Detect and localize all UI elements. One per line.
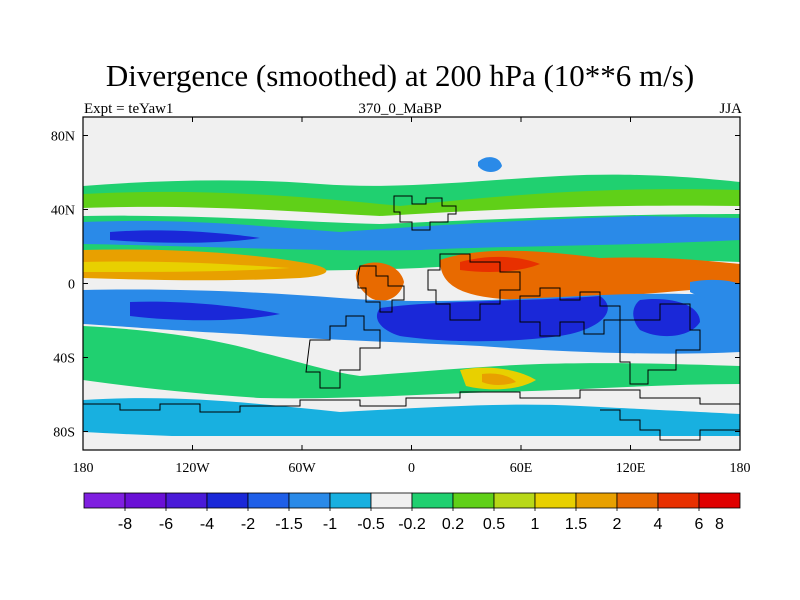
y-tick-label: 80N — [51, 130, 75, 145]
equatorial-yellow-band — [83, 261, 290, 272]
colorbar-swatch — [206, 492, 249, 509]
north-blue-band — [83, 216, 740, 251]
colorbar-swatch — [124, 492, 167, 509]
colorbar-swatch — [452, 492, 495, 509]
north-white-gap — [83, 205, 740, 224]
x-tick-label: 180 — [730, 461, 751, 476]
x-tick-label: 60E — [510, 461, 533, 476]
colorbar-label: -8 — [118, 516, 132, 533]
north-lightgreen-band — [83, 189, 740, 222]
colorbar-label: 1.5 — [565, 516, 587, 533]
australia-coastline — [619, 303, 701, 385]
colorbar-swatch — [493, 492, 536, 509]
west-pacific-blue-cell — [690, 279, 740, 301]
colorbar-swatch — [657, 492, 700, 509]
colorbar-label: -6 — [159, 516, 173, 533]
colorbar-swatch — [575, 492, 618, 509]
southern-orange-cell — [482, 373, 516, 385]
colorbar-label: 0.5 — [483, 516, 505, 533]
colorbar-label: 4 — [654, 516, 663, 533]
colorbar-swatch — [165, 492, 208, 509]
colorbar-swatch — [329, 492, 372, 509]
colorbar-swatch — [370, 492, 413, 509]
indian-ocean-darkblue — [376, 296, 608, 342]
antarctic-blue-band — [83, 398, 740, 440]
south-tropical-darkblue — [130, 301, 280, 321]
colorbar: -8 -6 -4 -2 -1.5 -1 -0.5 -0.2 0.2 0.5 1 1.5 2 4 6 8 — [83, 492, 741, 533]
field-layer — [83, 117, 740, 450]
pacific-darkblue — [633, 298, 700, 337]
x-tick-label: 60W — [288, 461, 316, 476]
season-label: JJA — [719, 101, 742, 117]
colorbar-swatch — [698, 492, 741, 509]
y-tick-label: 0 — [68, 278, 75, 293]
time-label: 370_0_MaBP — [358, 101, 442, 117]
y-axis-ticks: 80N 40N 0 40S 80S — [51, 130, 740, 441]
colorbar-swatch — [534, 492, 577, 509]
x-tick-label: 180 — [73, 461, 94, 476]
colorbar-swatch — [247, 492, 290, 509]
y-tick-label: 80S — [53, 426, 75, 441]
coastline-layer — [83, 195, 740, 441]
colorbar-label: 1 — [531, 516, 540, 533]
colorbar-label: -2 — [241, 516, 255, 533]
south-america-coastline — [305, 315, 381, 389]
colorbar-label: 2 — [613, 516, 622, 533]
y-tick-label: 40N — [51, 204, 75, 219]
africa-coastline — [357, 265, 405, 313]
colorbar-label: -1 — [323, 516, 337, 533]
y-tick-label: 40S — [53, 352, 75, 367]
colorbar-swatch — [616, 492, 659, 509]
colorbar-swatch — [288, 492, 331, 509]
west-africa-red-cell — [355, 262, 404, 301]
colorbar-label: 6 — [695, 516, 704, 533]
colorbar-label: -1.5 — [275, 516, 303, 533]
x-tick-label: 120E — [616, 461, 646, 476]
colorbar-label: 0.2 — [442, 516, 464, 533]
colorbar-label: -0.2 — [398, 516, 426, 533]
southpole-white-region — [83, 436, 740, 450]
colorbar-label: 8 — [715, 516, 724, 533]
x-tick-label: 120W — [175, 461, 210, 476]
southern-green-band — [83, 326, 740, 399]
map-title: Divergence (smoothed) at 200 hPa (10**6 … — [105, 58, 695, 93]
europe-coastline — [393, 195, 457, 231]
north-darkblue-cell — [110, 230, 260, 243]
colorbar-swatch — [411, 492, 454, 509]
africa-east-coastline — [427, 253, 521, 321]
antarctic-coastline — [83, 389, 740, 413]
arctic-blue-cell — [478, 157, 502, 172]
colorbar-label: -4 — [200, 516, 214, 533]
x-axis-ticks: 180 120W 60W 0 60E 120E 180 — [73, 117, 751, 476]
x-tick-label: 0 — [408, 461, 415, 476]
colorbar-swatch — [83, 492, 126, 509]
colorbar-label: -0.5 — [357, 516, 385, 533]
experiment-label: Expt = teYaw1 — [84, 101, 174, 117]
southwest-islands-coastline — [600, 409, 740, 441]
